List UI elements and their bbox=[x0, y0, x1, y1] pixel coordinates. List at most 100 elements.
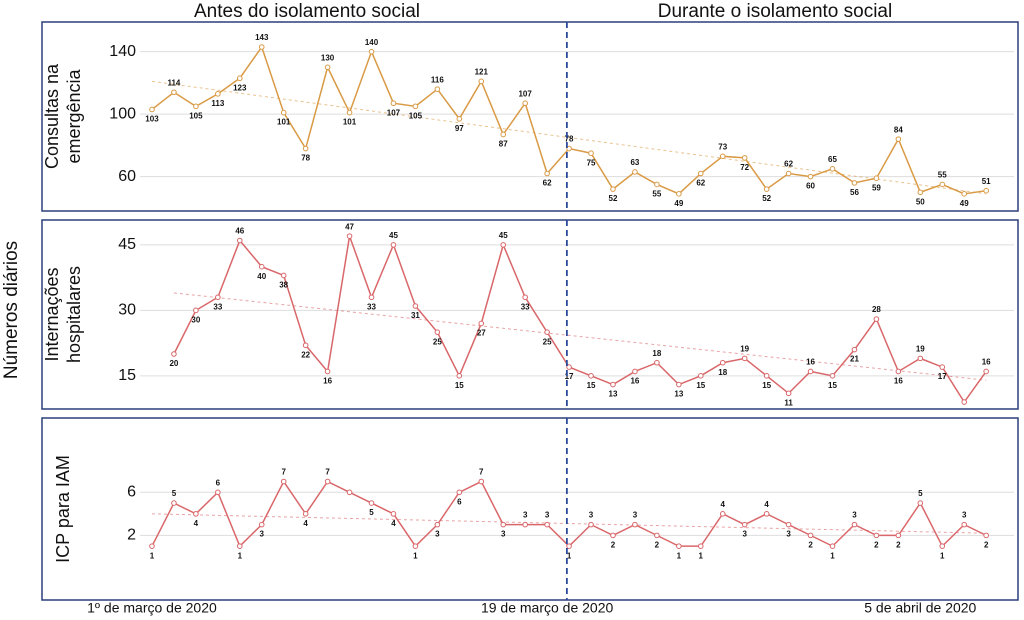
data-label: 16 bbox=[630, 377, 639, 386]
point bbox=[917, 189, 924, 196]
point bbox=[588, 150, 594, 157]
point bbox=[873, 316, 880, 322]
data-label: 6 bbox=[216, 478, 221, 487]
point bbox=[829, 166, 836, 172]
data-label: 1 bbox=[150, 551, 155, 560]
point bbox=[741, 521, 748, 528]
point bbox=[500, 131, 507, 138]
data-label: 63 bbox=[630, 158, 639, 167]
y-axis-label: Consultas na bbox=[42, 63, 62, 169]
y-axis-label: ICP para IAM bbox=[53, 455, 73, 563]
point bbox=[763, 373, 770, 379]
data-label: 2 bbox=[808, 540, 813, 549]
point bbox=[149, 543, 155, 549]
data-label: 84 bbox=[894, 125, 903, 134]
data-label: 4 bbox=[764, 500, 769, 509]
data-label: 1 bbox=[413, 551, 418, 560]
point bbox=[917, 355, 924, 362]
point bbox=[368, 294, 375, 301]
data-label: 75 bbox=[587, 158, 596, 167]
point bbox=[697, 170, 704, 177]
series-line bbox=[173, 233, 987, 404]
y-axis-label: hospitalares bbox=[64, 266, 84, 363]
point bbox=[851, 180, 858, 186]
data-label: 143 bbox=[255, 33, 269, 42]
data-label: 20 bbox=[169, 359, 178, 368]
point bbox=[522, 100, 528, 107]
data-label: 52 bbox=[609, 194, 618, 203]
point bbox=[500, 521, 507, 528]
point bbox=[258, 263, 265, 270]
y-axis-label: Internações bbox=[42, 267, 62, 361]
series-line bbox=[151, 480, 987, 548]
point bbox=[456, 116, 463, 122]
data-label: 65 bbox=[828, 155, 837, 164]
point bbox=[719, 511, 726, 517]
header-left: Antes do isolamento social bbox=[194, 1, 420, 22]
data-label: 33 bbox=[367, 302, 376, 311]
point bbox=[654, 181, 660, 188]
data-label: 113 bbox=[211, 99, 224, 108]
data-label: 78 bbox=[301, 154, 310, 163]
point bbox=[566, 543, 572, 549]
data-label: 2 bbox=[984, 540, 989, 549]
point bbox=[280, 478, 287, 485]
trend-line bbox=[173, 292, 987, 381]
y-title: Números diários bbox=[1, 241, 22, 379]
point bbox=[873, 532, 880, 539]
data-label: 4 bbox=[391, 519, 396, 528]
data-label: 16 bbox=[894, 377, 903, 386]
data-label: 1 bbox=[677, 551, 682, 560]
point bbox=[983, 187, 989, 194]
point bbox=[807, 173, 814, 180]
point bbox=[522, 521, 528, 528]
data-label: 3 bbox=[501, 530, 506, 539]
point bbox=[434, 86, 441, 92]
point bbox=[961, 399, 968, 405]
data-label: 105 bbox=[409, 111, 423, 120]
point bbox=[478, 320, 485, 327]
point bbox=[807, 368, 814, 375]
point bbox=[544, 521, 550, 528]
point bbox=[632, 368, 638, 375]
data-label: 13 bbox=[674, 390, 683, 399]
data-label: 121 bbox=[475, 67, 489, 76]
data-label: 1 bbox=[567, 551, 572, 560]
data-label: 38 bbox=[279, 281, 288, 290]
point bbox=[983, 532, 989, 539]
x-tick-label: 1º de março de 2020 bbox=[87, 600, 217, 616]
data-label: 45 bbox=[389, 231, 398, 240]
point bbox=[193, 511, 199, 517]
data-label: 7 bbox=[325, 468, 330, 477]
point bbox=[829, 543, 836, 549]
y-tick-label: 15 bbox=[118, 367, 136, 384]
data-label: 7 bbox=[479, 468, 484, 477]
data-label: 2 bbox=[611, 540, 616, 549]
point bbox=[193, 307, 199, 314]
point bbox=[193, 103, 199, 110]
point bbox=[324, 64, 331, 71]
point bbox=[346, 109, 353, 116]
point bbox=[171, 500, 177, 506]
trend-line bbox=[151, 80, 987, 195]
data-label: 130 bbox=[321, 53, 335, 62]
data-label: 4 bbox=[303, 519, 308, 528]
point bbox=[873, 175, 880, 181]
point bbox=[829, 373, 836, 379]
point bbox=[171, 351, 177, 357]
point bbox=[939, 181, 946, 188]
data-label: 49 bbox=[960, 199, 969, 208]
data-label: 62 bbox=[696, 179, 705, 188]
point bbox=[390, 100, 397, 107]
data-label: 123 bbox=[233, 83, 247, 92]
point bbox=[763, 186, 770, 192]
point bbox=[632, 169, 638, 175]
data-label: 5 bbox=[172, 489, 177, 498]
panel-border bbox=[41, 417, 1019, 601]
data-label: 17 bbox=[938, 372, 947, 381]
data-label: 15 bbox=[762, 381, 771, 390]
point bbox=[171, 89, 177, 96]
point bbox=[324, 368, 331, 375]
data-label: 27 bbox=[477, 329, 486, 338]
point bbox=[258, 44, 265, 50]
